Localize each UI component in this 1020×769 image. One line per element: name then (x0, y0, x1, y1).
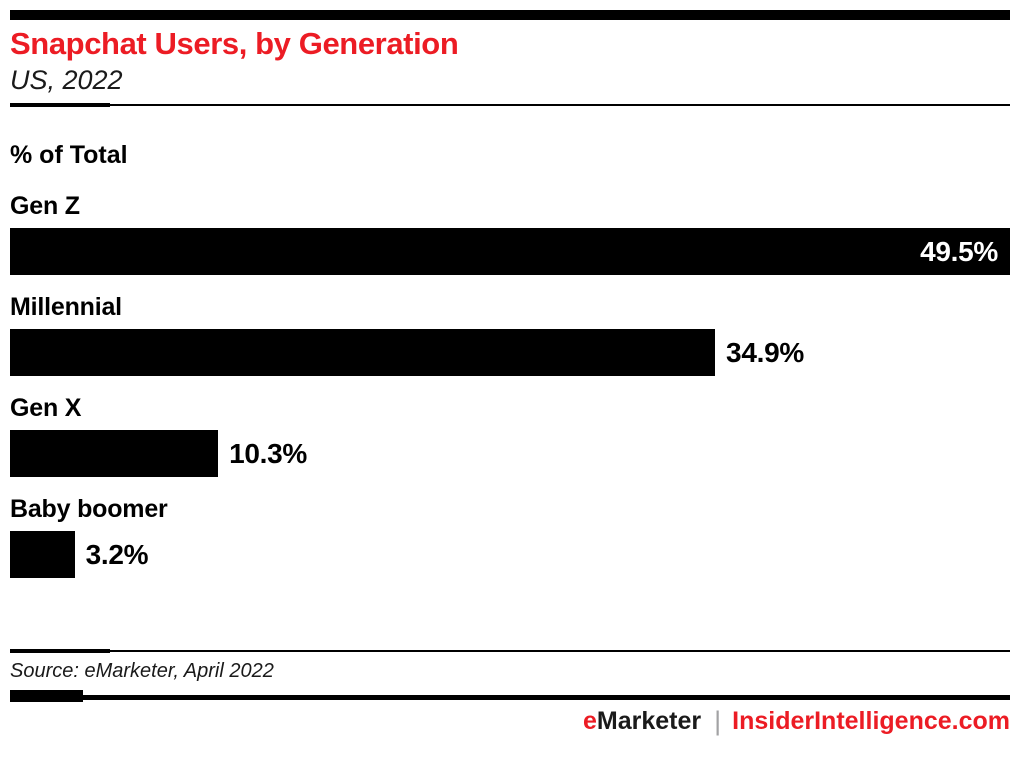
chart-page: Snapchat Users, by Generation US, 2022 %… (0, 10, 1020, 736)
chart-row: Gen X 10.3% (10, 393, 1010, 477)
top-black-bar (10, 10, 1010, 20)
source-note: Source: eMarketer, April 2022 (10, 660, 274, 682)
chart-title: Snapchat Users, by Generation (10, 26, 459, 61)
bar-track: 10.3% (10, 430, 1010, 477)
value-label: 10.3% (229, 437, 307, 469)
bar: 49.5% (10, 228, 1010, 275)
brand-footer: eMarketer | InsiderIntelligence.com (10, 706, 1010, 736)
bar-track: 3.2% (10, 531, 1010, 578)
value-label: 3.2% (85, 538, 149, 570)
chart-subtitle: US, 2022 (10, 65, 123, 95)
bottom-black-bar (10, 690, 1010, 702)
category-label: Gen Z (10, 192, 80, 220)
chart-row: Baby boomer 3.2% (10, 494, 1010, 578)
category-label: Baby boomer (10, 495, 168, 523)
bar-track: 34.9% (10, 329, 1010, 376)
bar (10, 531, 75, 578)
chart-row: Gen Z 49.5% (10, 191, 1010, 275)
bar (10, 329, 716, 376)
brand-site-link[interactable]: InsiderIntelligence.com (732, 707, 1010, 735)
category-label: Gen X (10, 394, 82, 422)
source-divider (10, 649, 1010, 653)
value-label: 49.5% (920, 235, 998, 267)
bar (10, 430, 219, 477)
unit-label: % of Total (10, 141, 128, 169)
bar-track: 49.5% (10, 228, 1010, 275)
value-label: 34.9% (726, 336, 804, 368)
category-label: Millennial (10, 293, 122, 321)
brand-emarketer-e: e (582, 707, 597, 735)
bars-container: Gen Z 49.5% Millennial 34.9% Gen X 10.3% Baby … (10, 191, 1010, 578)
brand-separator: | (714, 706, 722, 736)
header-divider (10, 103, 1010, 107)
chart-row: Millennial 34.9% (10, 292, 1010, 376)
brand-emarketer: eMarketer (583, 706, 701, 736)
brand-emarketer-rest: Marketer (596, 707, 702, 735)
